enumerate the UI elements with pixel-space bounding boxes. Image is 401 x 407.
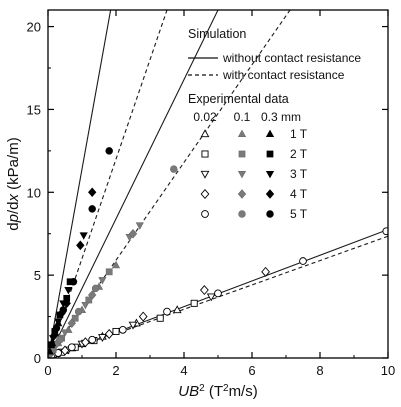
data-point-0-02-5t-5 [163,307,171,316]
legend-marker-diamond-open [200,188,210,200]
legend-simulation-title: Simulation [188,27,246,41]
legend-markers [200,129,275,218]
data-point-0-1-1t-5 [111,260,121,269]
legend-field-4t: 4 T [290,187,308,201]
data-point-0-02-5t-7 [299,257,307,265]
axis-ticks: 0 2 4 6 8 10 0 5 10 15 20 [27,10,395,378]
legend-field-2t: 2 T [290,147,308,161]
legend-marker-circle-open [201,210,209,218]
legend-marker-square-gray [238,150,246,158]
data-point-0-02-5t-3 [88,335,97,344]
data-point-0-1-4t-2 [67,318,76,328]
data-point-0-1-3t-5 [135,222,144,230]
data-point-0-02-2t-5 [156,314,164,322]
x-tick-label: 0 [44,363,51,378]
data-point-0-02-4t-3 [104,328,114,339]
legend-marker-diamond-gray [237,189,247,199]
data-point-0-02-3t-5 [206,293,216,302]
legend-marker-diamond-black [265,189,275,199]
x-tick-label: 6 [248,363,255,378]
y-tick-label: 0 [34,351,41,366]
simulation-line-with-cr-5 [48,10,168,358]
legend-marker-triangle-gray [237,129,247,137]
data-point-0-02-4t-6 [261,266,270,277]
data-point-0-02-4t-2 [81,337,90,348]
y-tick-label: 20 [27,20,41,35]
y-tick-label: 15 [27,102,41,117]
x-tick-label: 2 [112,363,119,378]
data-point-0-3-5t-3 [88,205,96,213]
legend-experimental-title: Experimental data [188,92,289,106]
legend-without-contact-resistance: without contact resistance [222,51,361,65]
data-point-0-1-3t-2 [81,301,90,310]
data-point-0-3-3t-4 [79,232,88,240]
data-point-0-1-2t-2 [71,314,79,322]
y-tick-label: 10 [27,185,41,200]
data-point-0-02-5t-2 [67,343,76,352]
data-point-0-3-4t-4 [88,187,97,198]
data-point-0-3-2t-0 [48,341,55,349]
data-point-0-1-3t-3 [98,277,107,285]
legend-marker-triangle-black [265,129,275,137]
legend-marker-triangle-down-open [200,170,210,179]
y-axis-label: dp/dx (kPa/m) [5,137,22,230]
legend-size-0-3: 0.3 mm [261,110,301,124]
data-point-0-1-5t-4 [170,165,178,173]
legend-marker-circle-black [266,210,274,218]
y-tick-label: 5 [34,268,41,283]
data-point-0-3-3t-3 [64,287,73,295]
data-point-0-3-5t-0 [52,324,61,332]
legend-marker-triangle-open [200,129,210,138]
x-axis-label: UB2 (T2m/s) [178,383,257,401]
legend-marker-square-black [266,150,274,158]
data-point-0-3-5t-2 [69,278,78,286]
data-point-0-02-3t-4 [128,321,138,330]
data-point-0-1-4t-3 [88,290,97,300]
data-point-0-3-4t-3 [76,240,85,251]
data-point-0-1-2t-4 [105,268,113,276]
legend-field-3t: 3 T [290,167,308,181]
legend-marker-square-open [201,150,209,158]
data-point-0-02-4t-5 [200,285,209,296]
data-point-0-1-3t-1 [60,329,70,337]
x-tick-label: 4 [180,363,187,378]
legend-marker-triangle-down-black [265,171,275,179]
legend-field-5t: 5 T [290,207,308,221]
data-point-0-3-5t-1 [59,306,68,314]
data-point-0-1-5t-3 [91,284,100,293]
data-point-0-02-3t-3 [98,334,107,342]
data-point-0-3-4t-2 [62,298,71,309]
data-point-0-1-5t-2 [74,307,83,316]
simulation-line-without-cr-2 [48,10,219,358]
legend-field-1t: 1 T [290,127,308,141]
legend-size-0-1: 0.1 [234,110,251,124]
x-tick-label: 8 [316,363,323,378]
simulation-line-without-cr-4 [48,10,112,358]
data-point-0-02-1t-8 [172,305,182,314]
data-point-0-3-1t-0 [48,346,54,355]
legend-marker-triangle-down-gray [237,171,247,179]
data-point-0-02-5t-6 [214,289,222,298]
data-markers [48,147,388,358]
data-point-0-02-2t-4 [112,327,120,335]
data-point-0-02-5t-8 [382,227,388,236]
data-point-0-1-5t-1 [56,336,64,344]
data-point-0-3-3t-1 [54,318,63,326]
legend-marker-circle-gray [238,210,246,218]
data-point-0-02-4t-4 [138,311,148,322]
data-point-0-3-4t-0 [50,330,59,340]
legend-with-contact-resistance: with contact resistance [222,68,345,82]
data-point-0-02-5t-4 [118,325,127,334]
data-point-0-1-4t-4 [128,228,138,239]
data-point-0-02-4t-1 [60,345,70,356]
legend-size-0-02: 0.02 [193,110,217,124]
data-point-0-02-2t-6 [190,299,198,307]
data-point-0-3-5t-4 [105,147,113,155]
x-tick-label: 10 [381,363,395,378]
legend: Simulation without contact resistance wi… [188,27,361,221]
